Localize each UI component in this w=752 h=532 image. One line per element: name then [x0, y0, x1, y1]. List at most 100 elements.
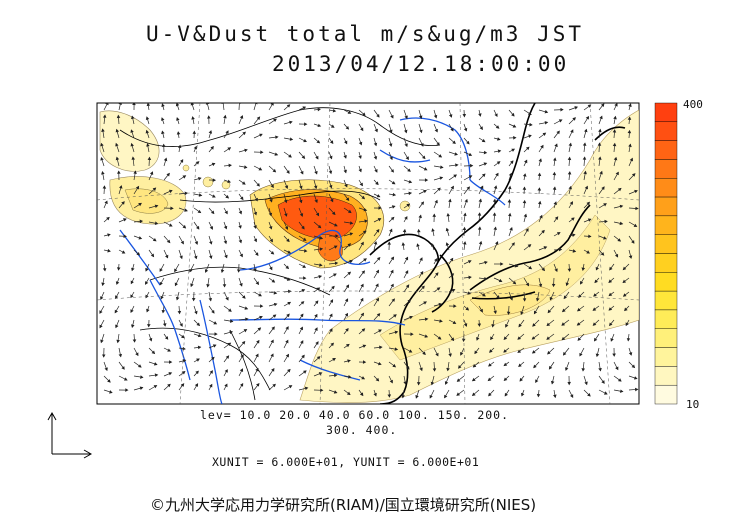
wind-vector-head [166, 239, 171, 244]
wind-vector-head [299, 199, 303, 204]
wind-vector-head [543, 246, 548, 250]
wind-vector-head [196, 358, 200, 362]
wind-vector-head [115, 142, 119, 147]
wind-vector-head [238, 225, 242, 229]
wind-vector-head [391, 181, 396, 185]
wind-vector-head [631, 240, 635, 244]
wind-vector-head [288, 154, 292, 158]
wind-vector-head [184, 208, 188, 212]
wind-vector-head [390, 169, 394, 173]
wind-vector-head [497, 137, 501, 141]
wind-vector-head [102, 268, 107, 272]
wind-vector-head [206, 284, 210, 288]
colorbar-swatch [654, 309, 678, 329]
wind-vector-head [451, 288, 456, 293]
wind-vector-head [635, 206, 639, 211]
wind-vector-head [529, 122, 533, 127]
wind-vector-head [628, 255, 633, 259]
wind-vector-head [123, 234, 127, 238]
wind-vector-head [401, 242, 406, 246]
wind-vector-head [362, 344, 367, 348]
wind-vector-head [548, 365, 553, 370]
wind-vector-head [489, 349, 493, 353]
wind-vector-head [301, 225, 305, 230]
wind-vector-head [375, 283, 379, 288]
wind-vector-head [146, 103, 151, 107]
chart-timestamp: 2013/04/12.18:00:00 [272, 52, 570, 76]
wind-vector-head [528, 265, 533, 270]
wind-vector-head [153, 385, 158, 389]
wind-vector-head [568, 142, 573, 147]
wind-vector-head [565, 282, 570, 287]
wind-vector-head [195, 370, 199, 375]
wind-vector-head [167, 383, 171, 388]
wind-vector-head [619, 204, 624, 209]
wind-vector-head [434, 199, 438, 204]
wind-vector-head [624, 307, 628, 312]
wind-vector-head [285, 265, 290, 270]
wind-vector-head [477, 323, 482, 327]
wind-vector-head [118, 353, 123, 358]
wind-vector-head [269, 198, 273, 203]
wind-vector-head [450, 185, 454, 190]
wind-vector [238, 103, 240, 111]
wind-vector-head [376, 229, 380, 233]
wind-vector-head [390, 114, 394, 119]
wind-vector-head [179, 255, 183, 260]
wind-vector-head [622, 279, 627, 284]
wind-vector-head [544, 109, 549, 114]
wind-vector-head [527, 111, 532, 116]
wind-vector-head [612, 129, 617, 133]
wind-vector-head [254, 197, 258, 202]
wind-vector-head [404, 143, 408, 148]
wind-vector-head [240, 354, 244, 358]
wind-vector-head [314, 300, 319, 305]
wind-vector-head [346, 391, 351, 396]
wind-vector [253, 103, 257, 111]
wind-vector-head [376, 113, 380, 118]
wind-vector-head [487, 377, 492, 382]
wind-vector-head [546, 336, 550, 340]
wind-vector-head [484, 276, 488, 281]
wind-vector-head [586, 250, 591, 254]
wind-vector-head [488, 392, 492, 397]
wind-vector-head [417, 228, 421, 233]
wind-vector-head [376, 194, 381, 198]
wind-vector-head [270, 184, 274, 189]
wind-vector-head [165, 254, 169, 259]
wind-vector-head [528, 134, 532, 138]
wind-vector-head [512, 124, 517, 128]
wind-vector-head [420, 270, 424, 275]
wind-vector-head [225, 130, 229, 135]
wind-vector-head [434, 128, 438, 133]
wind-vector-head [194, 383, 199, 387]
wind-vector-head [507, 199, 512, 203]
wind-vector-head [520, 392, 525, 397]
wind-vector-head [452, 320, 457, 324]
wind-vector-head [240, 382, 244, 387]
wind-vector-head [197, 345, 202, 350]
wind-vector-head [539, 214, 543, 219]
wind-vector-head [565, 367, 569, 371]
wind-vector-head [594, 279, 598, 284]
wind-vector-head [393, 314, 397, 318]
wind-vector-head [268, 225, 273, 230]
wind-vector-head [491, 324, 495, 328]
wind-vector-head [347, 271, 352, 276]
wind-vector-head [579, 352, 583, 357]
wind-vector-head [567, 156, 572, 161]
wind-vector-head [154, 221, 159, 226]
wind-vector-head [358, 155, 362, 160]
wind-vector-head [375, 377, 380, 382]
wind-vector-head [389, 129, 393, 134]
colorbar-swatch [654, 347, 678, 367]
wind-vector-head [223, 240, 228, 245]
wind-vector-head [613, 156, 618, 161]
wind-vector-head [303, 370, 307, 374]
wind-vector-head [244, 165, 248, 169]
contour-levels-line2: 300. 400. [326, 423, 398, 437]
wind-vector-head [408, 349, 413, 353]
wind-vector-head [495, 172, 499, 177]
wind-vector-head [434, 258, 438, 262]
